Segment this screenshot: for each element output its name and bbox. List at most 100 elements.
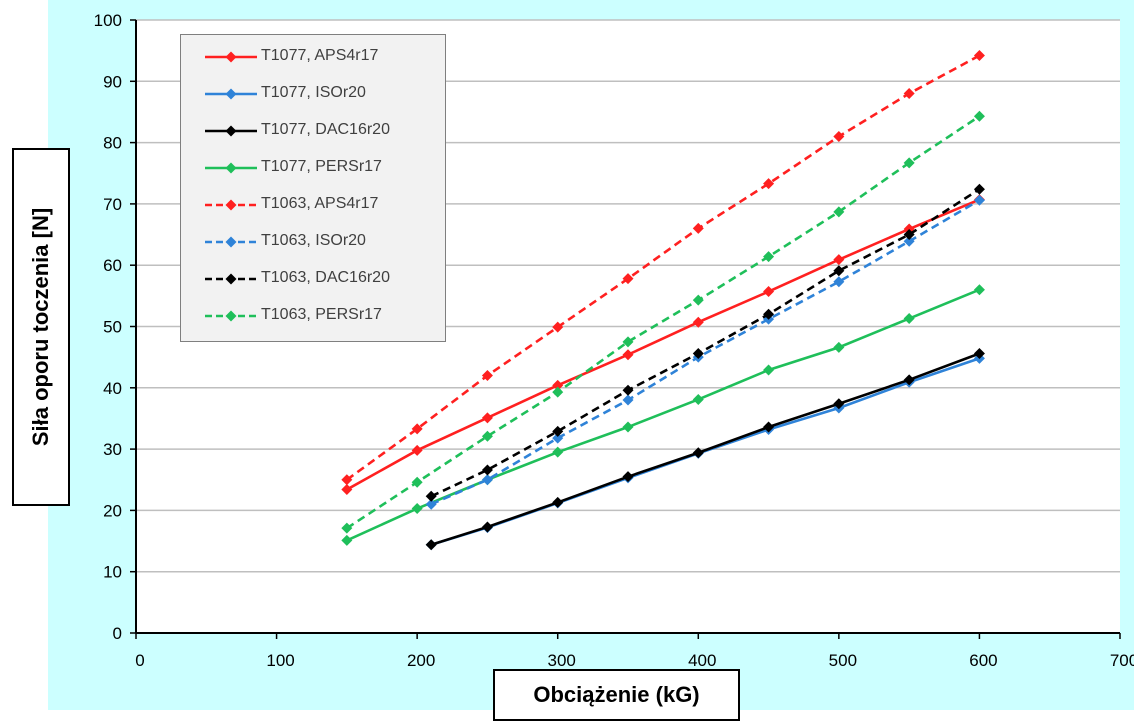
y-axis-label: Siła oporu toczenia [N]	[28, 207, 53, 447]
data-point-t1063-persr17	[552, 386, 564, 398]
legend-swatch-t1063-dac16r20	[205, 273, 257, 285]
data-point-t1077-dac16r20	[833, 398, 845, 410]
data-point-t1077-persr17	[903, 313, 915, 325]
legend-swatch-marker	[225, 51, 237, 63]
data-point-t1063-persr17	[692, 294, 704, 306]
legend-label: T1077, PERSr17	[261, 158, 382, 175]
data-point-t1063-persr17	[341, 522, 353, 534]
legend-swatch-t1077-isor20	[205, 88, 257, 100]
legend-swatch-marker	[225, 236, 237, 248]
data-point-t1063-dac16r20	[903, 229, 915, 241]
data-point-t1063-dac16r20	[552, 425, 564, 437]
data-point-t1063-aps4r17	[341, 474, 353, 486]
data-point-t1063-persr17	[763, 251, 775, 263]
data-point-t1077-dac16r20	[973, 347, 985, 359]
data-point-t1077-persr17	[622, 421, 634, 433]
x-axis-label-box: Obciążenie (kG)	[493, 669, 740, 721]
y-tick-label: 0	[113, 624, 122, 643]
data-point-t1063-aps4r17	[763, 178, 775, 190]
data-point-t1063-dac16r20	[763, 308, 775, 320]
data-point-t1063-isor20	[481, 474, 493, 486]
y-tick-label: 10	[103, 563, 122, 582]
legend-swatch-marker	[225, 88, 237, 100]
data-point-t1077-persr17	[552, 446, 564, 458]
y-tick-label: 100	[94, 11, 122, 30]
x-tick-label: 500	[829, 651, 857, 670]
data-point-t1063-isor20	[833, 276, 845, 288]
legend-swatch-t1063-aps4r17	[205, 199, 257, 211]
legend-label: T1063, ISOr20	[261, 232, 366, 249]
data-point-t1063-aps4r17	[622, 273, 634, 285]
data-point-t1063-persr17	[622, 336, 634, 348]
y-tick-label: 80	[103, 134, 122, 153]
y-tick-label: 50	[103, 318, 122, 337]
data-point-t1063-aps4r17	[481, 370, 493, 382]
data-point-t1063-aps4r17	[833, 130, 845, 142]
data-point-t1063-aps4r17	[973, 50, 985, 62]
data-point-t1063-isor20	[552, 432, 564, 444]
data-point-t1077-dac16r20	[552, 496, 564, 508]
legend-swatch-t1063-persr17	[205, 310, 257, 322]
data-point-t1077-dac16r20	[692, 447, 704, 459]
y-tick-label: 30	[103, 440, 122, 459]
data-point-t1063-persr17	[903, 157, 915, 169]
data-point-t1077-persr17	[341, 534, 353, 546]
data-point-t1063-dac16r20	[692, 347, 704, 359]
data-point-t1063-isor20	[903, 235, 915, 247]
chart-legend: T1077, APS4r17 T1077, ISOr20 T1077, DAC16r…	[180, 34, 446, 342]
data-point-t1077-persr17	[763, 364, 775, 376]
data-point-t1077-aps4r17	[552, 379, 564, 391]
legend-label: T1077, APS4r17	[261, 47, 379, 64]
data-point-t1077-dac16r20	[763, 421, 775, 433]
series-line-t1063-persr17	[346, 115, 981, 530]
data-point-t1077-aps4r17	[692, 316, 704, 328]
y-axis-label-box: Siła oporu toczenia [N]	[12, 148, 70, 506]
data-point-t1077-persr17	[973, 284, 985, 296]
data-point-t1063-persr17	[833, 206, 845, 218]
data-point-t1063-dac16r20	[833, 265, 845, 277]
legend-item: T1077, DAC16r20	[181, 115, 445, 152]
data-point-t1063-persr17	[481, 430, 493, 442]
data-point-t1077-aps4r17	[411, 444, 423, 456]
legend-swatch-t1077-dac16r20	[205, 125, 257, 137]
legend-label: T1063, PERSr17	[261, 306, 382, 323]
legend-swatch-marker	[225, 310, 237, 322]
data-point-t1077-persr17	[833, 341, 845, 353]
legend-label: T1077, DAC16r20	[261, 121, 390, 138]
legend-swatch-marker	[225, 162, 237, 174]
legend-item: T1077, ISOr20	[181, 78, 445, 115]
legend-item: T1077, APS4r17	[181, 41, 445, 78]
legend-item: T1063, ISOr20	[181, 226, 445, 263]
data-point-t1077-dac16r20	[481, 521, 493, 533]
legend-item: T1063, PERSr17	[181, 300, 445, 337]
data-point-t1063-isor20	[425, 498, 437, 510]
legend-swatch-t1063-isor20	[205, 236, 257, 248]
legend-item: T1077, PERSr17	[181, 152, 445, 189]
legend-swatch-marker	[225, 199, 237, 211]
data-point-t1077-persr17	[411, 503, 423, 515]
x-tick-label: 600	[969, 651, 997, 670]
legend-item: T1063, DAC16r20	[181, 263, 445, 300]
y-tick-label: 90	[103, 72, 122, 91]
data-point-t1063-isor20	[622, 394, 634, 406]
x-tick-label: 300	[548, 651, 576, 670]
data-point-t1063-dac16r20	[973, 183, 985, 195]
data-point-t1077-aps4r17	[341, 484, 353, 496]
x-tick-label: 200	[407, 651, 435, 670]
series-line-t1077-persr17	[346, 288, 980, 542]
data-point-t1063-aps4r17	[552, 321, 564, 333]
legend-label: T1063, DAC16r20	[261, 269, 390, 286]
data-point-t1063-dac16r20	[622, 384, 634, 396]
data-point-t1077-aps4r17	[481, 412, 493, 424]
data-point-t1063-isor20	[973, 194, 985, 206]
series-line-t1063-aps4r17	[346, 54, 981, 481]
y-tick-label: 60	[103, 256, 122, 275]
x-tick-label: 700	[1110, 651, 1134, 670]
data-point-t1063-dac16r20	[425, 490, 437, 502]
y-tick-label: 70	[103, 195, 122, 214]
data-point-t1063-aps4r17	[903, 88, 915, 100]
x-tick-label: 100	[266, 651, 294, 670]
data-point-t1063-aps4r17	[692, 222, 704, 234]
x-tick-label: 400	[688, 651, 716, 670]
